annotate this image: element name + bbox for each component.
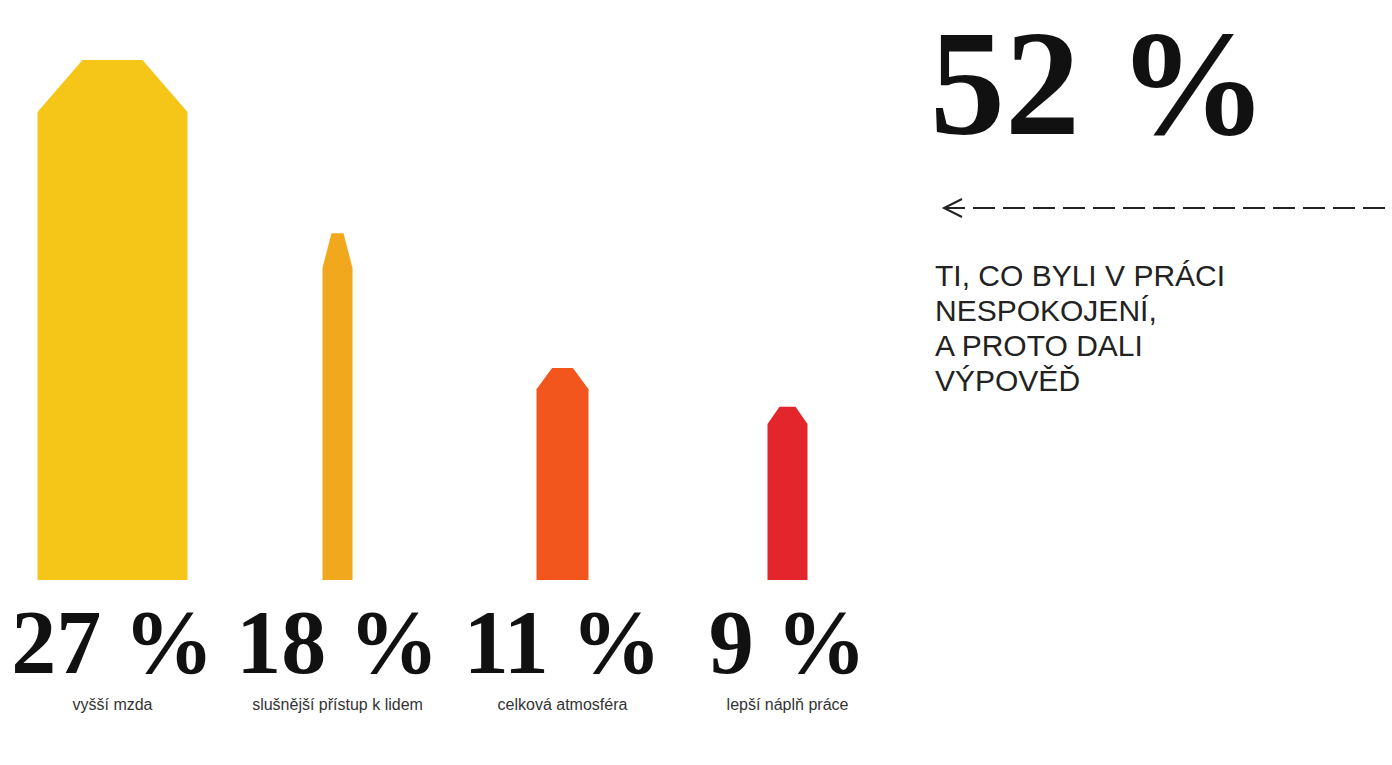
svg-text:slušnější přístup k lidem: slušnější přístup k lidem bbox=[252, 696, 423, 713]
svg-text:VÝPOVĚĎ: VÝPOVĚĎ bbox=[935, 364, 1080, 397]
svg-text:9 %: 9 % bbox=[709, 593, 867, 692]
svg-text:A PROTO DALI: A PROTO DALI bbox=[935, 329, 1143, 362]
svg-text:TI, CO BYLI V PRÁCI: TI, CO BYLI V PRÁCI bbox=[935, 259, 1225, 292]
svg-text:NESPOKOJENÍ,: NESPOKOJENÍ, bbox=[935, 294, 1157, 327]
svg-text:11 %: 11 % bbox=[464, 593, 662, 692]
svg-text:27 %: 27 % bbox=[11, 593, 214, 692]
svg-text:lepší náplň práce: lepší náplň práce bbox=[727, 696, 849, 713]
svg-text:52 %: 52 % bbox=[930, 0, 1268, 166]
svg-text:celková atmosféra: celková atmosféra bbox=[498, 696, 628, 713]
svg-text:18 %: 18 % bbox=[236, 593, 439, 692]
svg-text:vyšší mzda: vyšší mzda bbox=[72, 696, 152, 713]
